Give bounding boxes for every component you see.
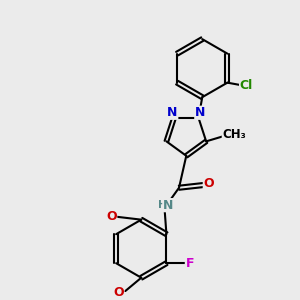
Text: Cl: Cl xyxy=(240,79,253,92)
Text: N: N xyxy=(167,106,178,119)
Text: F: F xyxy=(185,257,194,270)
Text: H: H xyxy=(158,200,167,210)
Text: N: N xyxy=(163,199,173,212)
Text: N: N xyxy=(195,106,205,119)
Text: O: O xyxy=(113,286,124,299)
Text: O: O xyxy=(203,177,214,190)
Text: CH₃: CH₃ xyxy=(222,128,246,141)
Text: O: O xyxy=(106,210,117,223)
